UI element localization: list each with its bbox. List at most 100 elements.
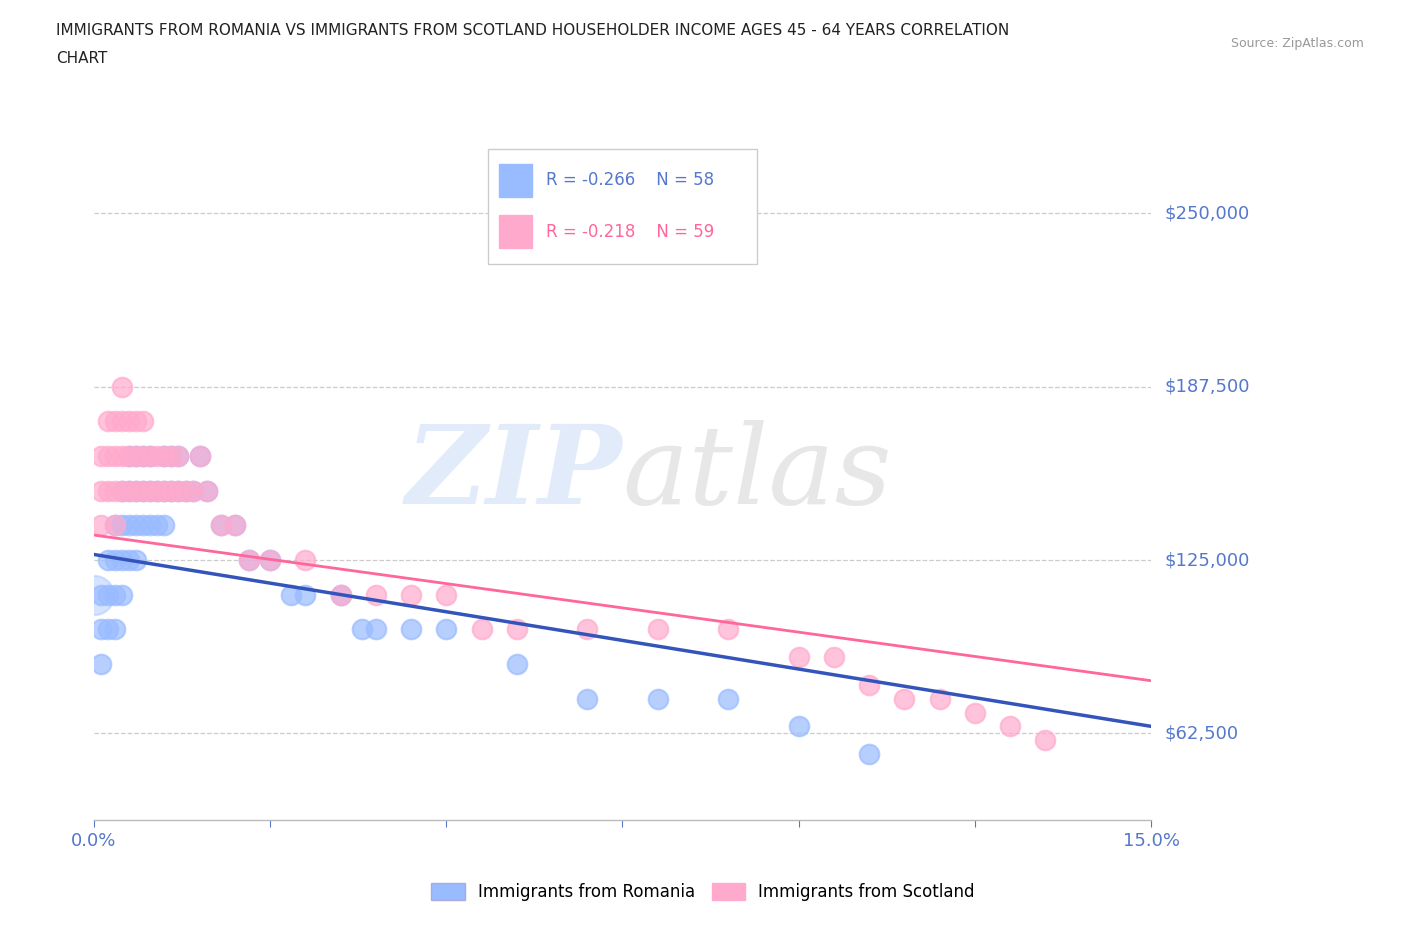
Point bbox=[858, 747, 880, 762]
Point bbox=[90, 484, 112, 498]
Point bbox=[111, 448, 134, 463]
Point bbox=[132, 484, 155, 498]
Point bbox=[893, 691, 915, 706]
Point bbox=[647, 622, 669, 637]
Point bbox=[160, 484, 183, 498]
Point bbox=[104, 622, 127, 637]
Point bbox=[259, 552, 281, 567]
Point bbox=[104, 552, 127, 567]
Point bbox=[104, 518, 127, 533]
Point bbox=[167, 448, 190, 463]
Point bbox=[280, 587, 302, 602]
Point bbox=[160, 448, 183, 463]
Point bbox=[153, 518, 176, 533]
Point bbox=[125, 552, 148, 567]
Point bbox=[294, 552, 316, 567]
Point bbox=[111, 518, 134, 533]
Point bbox=[97, 587, 120, 602]
Point bbox=[139, 484, 162, 498]
Point bbox=[329, 587, 352, 602]
Point bbox=[1033, 733, 1056, 748]
Text: CHART: CHART bbox=[56, 51, 108, 66]
Point bbox=[104, 587, 127, 602]
Point bbox=[132, 448, 155, 463]
Point bbox=[153, 484, 176, 498]
Point bbox=[118, 414, 141, 429]
Point bbox=[111, 552, 134, 567]
Point bbox=[132, 414, 155, 429]
Point bbox=[576, 622, 599, 637]
Point bbox=[97, 414, 120, 429]
Point bbox=[139, 484, 162, 498]
Point bbox=[823, 650, 845, 665]
Point bbox=[111, 414, 134, 429]
Point bbox=[160, 448, 183, 463]
Text: atlas: atlas bbox=[623, 419, 891, 527]
Point bbox=[329, 587, 352, 602]
Point bbox=[146, 518, 169, 533]
Point bbox=[125, 414, 148, 429]
Point bbox=[506, 657, 529, 671]
Point bbox=[111, 484, 134, 498]
Point bbox=[153, 448, 176, 463]
Point bbox=[118, 484, 141, 498]
Text: Source: ZipAtlas.com: Source: ZipAtlas.com bbox=[1230, 37, 1364, 50]
Point bbox=[153, 448, 176, 463]
Point bbox=[97, 448, 120, 463]
Point bbox=[364, 587, 387, 602]
Point bbox=[90, 518, 112, 533]
Point bbox=[224, 518, 246, 533]
Point bbox=[104, 518, 127, 533]
Point bbox=[181, 484, 204, 498]
Point bbox=[104, 448, 127, 463]
Point bbox=[470, 622, 492, 637]
Text: $125,000: $125,000 bbox=[1166, 551, 1250, 569]
Point bbox=[858, 677, 880, 692]
Point bbox=[139, 448, 162, 463]
Point bbox=[146, 484, 169, 498]
Point bbox=[506, 622, 529, 637]
Point bbox=[111, 379, 134, 394]
Point bbox=[963, 705, 986, 720]
Text: $187,500: $187,500 bbox=[1166, 378, 1250, 395]
Point bbox=[188, 448, 211, 463]
Point bbox=[111, 484, 134, 498]
Text: $62,500: $62,500 bbox=[1166, 724, 1239, 742]
Point bbox=[209, 518, 232, 533]
Point bbox=[350, 622, 373, 637]
Point bbox=[188, 448, 211, 463]
Point bbox=[167, 484, 190, 498]
Point bbox=[111, 587, 134, 602]
Point bbox=[125, 448, 148, 463]
Point bbox=[125, 484, 148, 498]
Point bbox=[238, 552, 260, 567]
Point bbox=[104, 414, 127, 429]
Point bbox=[90, 657, 112, 671]
Point bbox=[434, 587, 457, 602]
Point bbox=[97, 622, 120, 637]
Point bbox=[90, 622, 112, 637]
Point bbox=[90, 587, 112, 602]
Point bbox=[132, 518, 155, 533]
Point bbox=[167, 484, 190, 498]
Point bbox=[118, 448, 141, 463]
Point bbox=[647, 691, 669, 706]
Point bbox=[118, 518, 141, 533]
Point bbox=[153, 484, 176, 498]
Point bbox=[717, 691, 740, 706]
Point bbox=[146, 448, 169, 463]
Point bbox=[399, 587, 422, 602]
Point bbox=[125, 448, 148, 463]
Point bbox=[139, 518, 162, 533]
Point bbox=[195, 484, 218, 498]
Text: $250,000: $250,000 bbox=[1166, 205, 1250, 222]
Legend: Immigrants from Romania, Immigrants from Scotland: Immigrants from Romania, Immigrants from… bbox=[425, 876, 981, 908]
Point bbox=[181, 484, 204, 498]
Point bbox=[787, 719, 810, 734]
Point bbox=[259, 552, 281, 567]
Point bbox=[364, 622, 387, 637]
Point bbox=[787, 650, 810, 665]
Point bbox=[434, 622, 457, 637]
Point bbox=[294, 587, 316, 602]
Point bbox=[928, 691, 950, 706]
